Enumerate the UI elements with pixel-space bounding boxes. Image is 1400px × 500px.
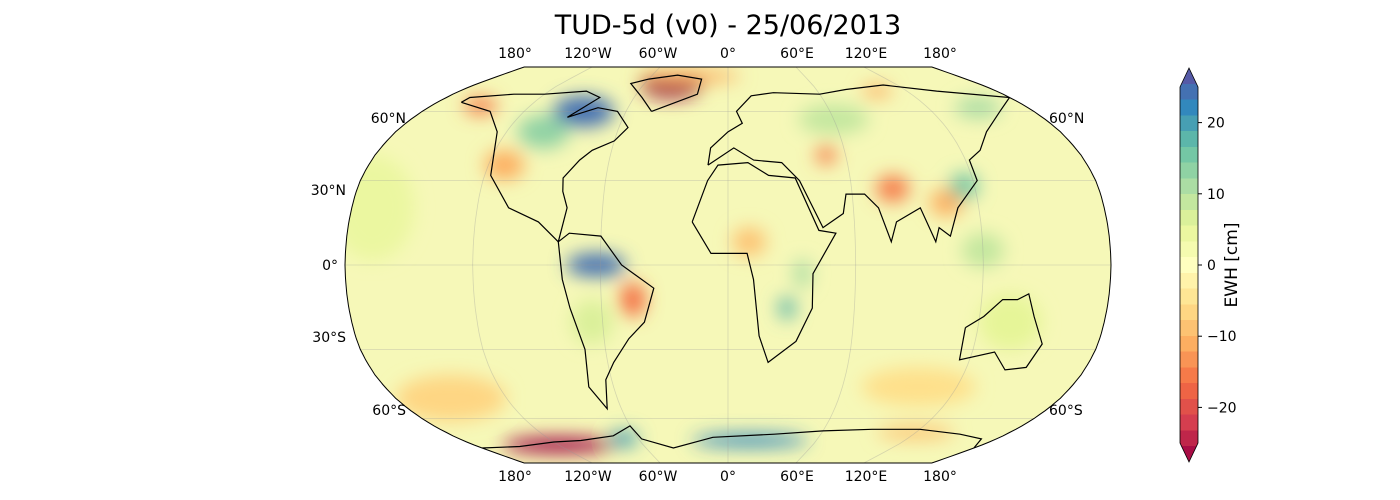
lat-label: 60°S: [1049, 403, 1083, 419]
colorbar-tick-label: 20: [1207, 116, 1225, 132]
anomaly-blob: [571, 299, 614, 345]
colorbar-tick-label: −10: [1207, 329, 1237, 345]
anomaly-blob: [620, 282, 646, 317]
coastline: [629, 74, 703, 112]
anomaly-blob: [608, 430, 639, 447]
lon-label: 120°E: [845, 469, 888, 485]
lon-label: 0°: [720, 46, 736, 62]
colorbar: 20 10 0 −10 −20: [1179, 67, 1237, 463]
anomaly-blob: [502, 437, 616, 453]
anomaly-blob: [961, 233, 1005, 268]
anomaly-blob: [484, 150, 525, 180]
anomaly-blob: [949, 172, 979, 200]
lon-label: 180°: [498, 469, 532, 485]
anomaly-blob: [862, 84, 892, 98]
lon-label: 120°W: [564, 46, 612, 62]
colorbar-label: EWH [cm]: [1222, 222, 1242, 308]
anomaly-blob: [861, 367, 976, 407]
colorbar-tick-label: 10: [1207, 187, 1225, 203]
lon-label: 120°W: [564, 469, 612, 485]
lon-labels-top: 180° 120°W 60°W 0° 60°E 120°E 180°: [498, 46, 957, 62]
anomaly-blob: [798, 104, 869, 135]
lon-label: 180°: [923, 469, 957, 485]
lon-labels-bottom: 180° 120°W 60°W 0° 60°E 120°E 180°: [498, 469, 957, 485]
lat-label: 30°S: [312, 330, 346, 346]
lon-label: 60°E: [780, 46, 814, 62]
coastline: [461, 90, 629, 243]
lat-labels-left: 60°N 30°N 0° 30°S 60°S: [311, 111, 406, 419]
lat-label: 60°N: [1049, 111, 1084, 127]
anomaly-blob: [517, 115, 570, 149]
colorbar-tick-label: −20: [1207, 400, 1237, 416]
gridline: [599, 67, 661, 463]
map-background: [345, 67, 1111, 463]
anomaly-blob: [876, 175, 910, 203]
lat-label: 0°: [322, 258, 338, 274]
lon-label: 60°W: [639, 469, 678, 485]
coastline: [482, 425, 983, 449]
map-title: TUD-5d (v0) - 25/06/2013: [554, 10, 902, 41]
lon-label: 180°: [498, 46, 532, 62]
lat-labels-right: 60°N 60°S: [1049, 111, 1084, 419]
anomaly-blob: [566, 253, 626, 277]
coastline: [691, 161, 837, 364]
anomaly-blob: [395, 374, 507, 422]
lat-label: 60°S: [372, 403, 406, 419]
gridline: [795, 67, 857, 463]
lon-label: 180°: [923, 46, 957, 62]
anomaly-blob: [978, 293, 1042, 351]
gridline: [863, 67, 984, 463]
anomaly-blob: [552, 95, 615, 127]
graticule: [345, 67, 1111, 463]
lon-label: 120°E: [845, 46, 888, 62]
lon-label: 60°W: [639, 46, 678, 62]
coastline: [958, 293, 1043, 371]
lat-label: 30°N: [311, 183, 346, 199]
gridline: [472, 67, 593, 463]
anomaly-blob: [345, 155, 415, 261]
anomaly-blob: [464, 97, 498, 115]
coastlines: [461, 74, 1043, 449]
colorbar-tick-label: 0: [1207, 258, 1216, 274]
lon-label: 60°E: [780, 469, 814, 485]
map-boundary: [344, 66, 1112, 464]
anomaly-blob: [816, 145, 836, 165]
anomaly-blob: [778, 296, 796, 320]
lat-label: 60°N: [371, 111, 406, 127]
anomaly-blob: [691, 434, 809, 447]
anomaly-blob: [732, 227, 767, 257]
anomaly-blob: [638, 70, 741, 83]
colorbar-bar: [1179, 67, 1199, 463]
lon-label: 0°: [720, 469, 736, 485]
anomaly-blob: [793, 259, 811, 289]
coastline: [707, 84, 1011, 244]
coastline: [557, 232, 655, 411]
anomaly-blob: [954, 97, 1002, 119]
